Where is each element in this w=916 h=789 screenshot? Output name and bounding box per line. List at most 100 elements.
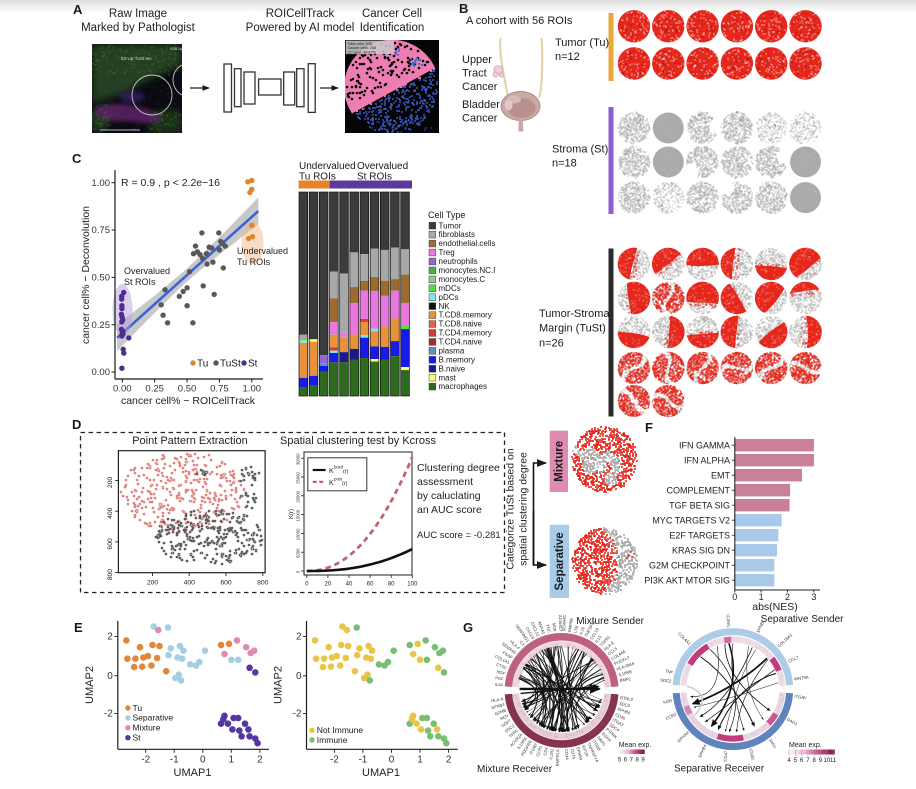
svg-text:Overvalued: Overvalued (357, 161, 408, 172)
svg-text:Mean exp.: Mean exp. (789, 742, 822, 749)
svg-text:GZMB: GZMB (494, 707, 507, 716)
svg-text:5000: 5000 (296, 548, 301, 558)
svg-text:COMPLEMENT: COMPLEMENT (666, 486, 730, 496)
svg-text:EPHB6: EPHB6 (617, 706, 632, 715)
svg-text:HGF: HGF (496, 669, 506, 676)
svg-text:03B-Up: 03B-Up (170, 46, 184, 51)
svg-text:ICAM1: ICAM1 (725, 614, 731, 628)
svg-text:600: 600 (107, 538, 114, 550)
svg-text:ROICellTrack: ROICellTrack (266, 8, 335, 20)
svg-text:30000: 30000 (296, 453, 301, 465)
svg-text:8: 8 (813, 758, 817, 764)
svg-text:Mixture Receiver: Mixture Receiver (477, 764, 553, 775)
svg-text:MDK: MDK (551, 622, 557, 632)
svg-text:10000: 10000 (296, 528, 301, 540)
svg-text:Raw Image: Raw Image (109, 8, 167, 20)
svg-text:03-Up-TuSt Inn: 03-Up-TuSt Inn (121, 56, 152, 61)
svg-text:Clustering degree: Clustering degree (417, 462, 500, 474)
svg-text:ITGA3: ITGA3 (612, 717, 625, 728)
svg-text:DAG1: DAG1 (786, 717, 799, 727)
svg-text:(r): (r) (342, 481, 348, 487)
svg-text:Tu ROIs: Tu ROIs (237, 257, 271, 267)
svg-text:TNC: TNC (545, 624, 552, 633)
svg-text:EFNB3: EFNB3 (491, 702, 506, 710)
svg-text:Cancer cells: 258: Cancer cells: 258 (348, 46, 377, 50)
svg-text:Powered by AI model: Powered by AI model (246, 22, 355, 34)
svg-text:T.CD8.memory: T.CD8.memory (439, 311, 492, 320)
svg-text:UMAP1: UMAP1 (362, 767, 400, 779)
svg-text:HLA-A: HLA-A (491, 696, 504, 703)
svg-text:F: F (645, 420, 653, 435)
svg-text:PSAP: PSAP (502, 650, 514, 660)
svg-text:CD46: CD46 (615, 712, 627, 721)
svg-text:20000: 20000 (296, 490, 301, 502)
svg-text:1: 1 (417, 755, 423, 766)
svg-text:St ROIs: St ROIs (124, 277, 156, 287)
svg-text:9: 9 (641, 758, 645, 764)
svg-text:abs(NES): abs(NES) (752, 601, 798, 613)
svg-text:spatial clustering degree: spatial clustering degree (518, 452, 530, 566)
svg-text:CCL7: CCL7 (787, 654, 799, 663)
svg-text:800: 800 (107, 569, 114, 581)
svg-text:Treg: Treg (439, 248, 455, 257)
svg-text:IL10RB: IL10RB (618, 669, 633, 677)
svg-text:K: K (329, 468, 334, 475)
svg-text:HLA-E: HLA-E (603, 640, 616, 652)
svg-text:Total cells: 535: Total cells: 535 (348, 42, 372, 46)
svg-text:BMP8B: BMP8B (567, 618, 574, 633)
svg-text:NK: NK (439, 302, 451, 311)
svg-text:D: D (72, 417, 81, 432)
svg-text:CD74: CD74 (570, 748, 577, 760)
svg-text:Margin (TuSt): Margin (TuSt) (539, 323, 606, 335)
svg-text:monocytes.C: monocytes.C (439, 275, 486, 284)
svg-text:Tumor: Tumor (439, 221, 462, 230)
svg-text:plasma: plasma (439, 346, 465, 355)
svg-text:Undervalued: Undervalued (237, 246, 288, 256)
svg-text:IFN GAMMA: IFN GAMMA (679, 441, 730, 451)
svg-text:St: St (248, 359, 258, 370)
svg-text:NRP1: NRP1 (596, 735, 607, 747)
svg-text:IFN ALPHA: IFN ALPHA (684, 456, 730, 466)
svg-text:40: 40 (346, 582, 353, 588)
svg-text:Mean exp.: Mean exp. (619, 742, 652, 749)
svg-text:CCL5: CCL5 (607, 646, 619, 657)
svg-text:n=12: n=12 (555, 51, 580, 63)
svg-text:Cancer Cell: Cancer Cell (362, 8, 422, 20)
svg-text:0: 0 (296, 570, 301, 573)
svg-text:400: 400 (107, 507, 114, 519)
svg-text:C3: C3 (518, 640, 526, 648)
svg-text:UMAP2: UMAP2 (273, 666, 285, 704)
svg-text:KRAS SIG DN: KRAS SIG DN (672, 546, 730, 556)
svg-text:UMAP1: UMAP1 (174, 767, 212, 779)
svg-text:Mixture Sender: Mixture Sender (576, 616, 644, 627)
svg-text:St ROIs: St ROIs (357, 172, 392, 183)
svg-text:St: St (133, 733, 142, 743)
svg-text:0.00: 0.00 (113, 384, 132, 395)
svg-text:SDC2: SDC2 (660, 677, 672, 683)
svg-text:800: 800 (257, 580, 269, 587)
svg-text:LTB: LTB (573, 625, 580, 633)
svg-text:G: G (463, 620, 473, 635)
svg-text:HLA-DMA: HLA-DMA (616, 661, 635, 672)
svg-text:CCR1: CCR1 (535, 744, 544, 757)
svg-text:0: 0 (732, 592, 737, 602)
svg-text:2: 2 (296, 632, 302, 643)
svg-text:Bladder: Bladder (462, 99, 500, 111)
svg-text:Stroma (St): Stroma (St) (552, 144, 608, 156)
svg-text:2: 2 (446, 755, 452, 766)
svg-text:0.25: 0.25 (92, 320, 111, 331)
svg-text:mDCs: mDCs (439, 284, 461, 293)
svg-text:TGF BETA SIG: TGF BETA SIG (669, 501, 730, 511)
svg-text:T.CD4.naive: T.CD4.naive (439, 338, 483, 347)
svg-text:10: 10 (823, 758, 830, 764)
svg-text:Marked by Pathologist: Marked by Pathologist (81, 22, 196, 34)
svg-text:(r): (r) (343, 469, 349, 475)
svg-text:G2M CHECKPOINT: G2M CHECKPOINT (649, 561, 731, 571)
svg-text:Mixture: Mixture (554, 441, 566, 482)
svg-text:100: 100 (407, 582, 418, 588)
svg-text:SDC4: SDC4 (609, 722, 621, 733)
svg-text:CD47: CD47 (723, 750, 729, 762)
svg-text:6: 6 (624, 758, 628, 764)
svg-text:-2: -2 (104, 709, 113, 720)
svg-text:8: 8 (636, 758, 640, 764)
